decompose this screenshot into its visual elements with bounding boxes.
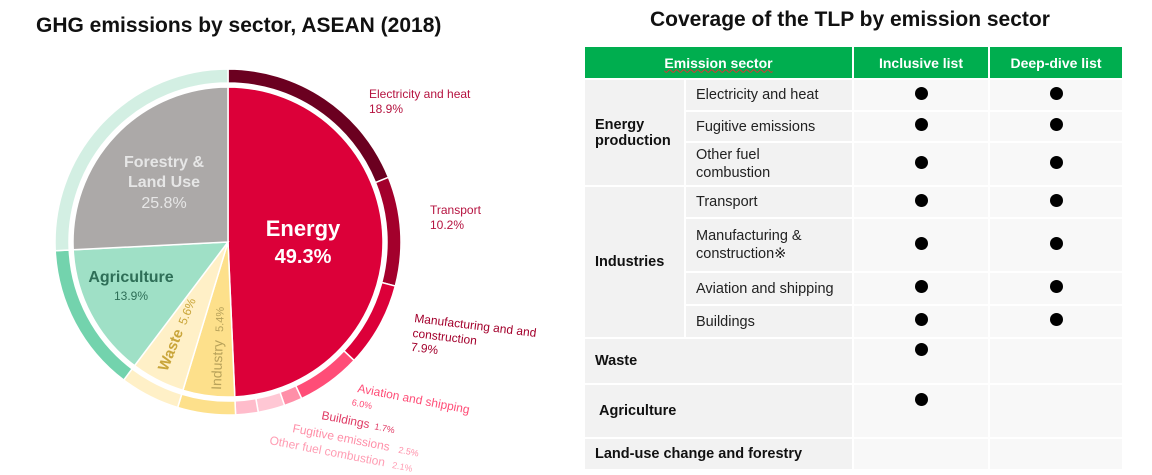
included-dot-icon: [1049, 236, 1063, 250]
inclusive-cell: [852, 110, 990, 143]
deep-dive-cell: [988, 383, 1124, 439]
pie-slice-forestry-land-use: [72, 86, 229, 251]
pie-value-forestry: 25.8%: [141, 195, 186, 212]
table-row: Fugitive emissions: [584, 110, 1124, 143]
pie-label-forestry-line1: Forestry &: [124, 154, 204, 171]
ring-value-electricity: 18.9%: [369, 102, 403, 116]
ring-segment-other-fuel-combustion: [234, 397, 260, 416]
inclusive-cell: [852, 304, 990, 339]
table-row: Energy production Electricity and heat: [583, 78, 1124, 187]
ring-label-electricity: Electricity and heat: [369, 87, 471, 101]
header-emission-sector: Emission sector: [583, 47, 854, 80]
inclusive-cell: [852, 185, 990, 219]
included-dot-icon: [914, 343, 928, 356]
deep-dive-cell: [988, 141, 1124, 187]
coverage-table: Emission sector Inclusive list Deep-dive…: [583, 47, 1124, 471]
pie-label-industry: Industry: [208, 340, 226, 390]
table-row: Manufacturing & construction※: [584, 217, 1124, 273]
included-dot-icon: [914, 86, 928, 100]
ring-segment-forestry-land-use: [54, 68, 229, 252]
inclusive-cell: [852, 141, 990, 187]
included-dot-icon: [1049, 280, 1063, 293]
ring-value-manufacturing: 7.9%: [410, 340, 439, 357]
deep-dive-cell: [988, 304, 1124, 339]
inclusive-cell: [852, 271, 990, 306]
pie-value-agriculture: 13.9%: [114, 289, 148, 303]
table-row: Other fuel combustion: [584, 141, 1124, 187]
sector-cell: Aviation and shipping: [684, 271, 854, 306]
inclusive-cell: [852, 337, 990, 385]
deep-dive-cell: [988, 78, 1124, 112]
sector-cell: Buildings: [684, 304, 854, 339]
sector-cell: Transport: [684, 185, 854, 219]
category-cell: Land-use change and forestry: [583, 437, 854, 471]
inclusive-cell: [852, 437, 990, 471]
table-header-row: Emission sector Inclusive list Deep-dive…: [583, 47, 1124, 80]
sector-cell: Fugitive emissions: [684, 110, 854, 143]
deep-dive-cell: [988, 337, 1124, 385]
included-dot-icon: [914, 313, 928, 326]
table-row: Industries Transport: [583, 185, 1124, 339]
pie-slice-agriculture: [72, 241, 230, 367]
ring-value-other-fuel: 2.1%: [391, 460, 413, 474]
sector-cell: Other fuel combustion: [684, 141, 854, 187]
included-dot-icon: [1049, 118, 1063, 131]
pie-label-industry-group: Industry 5.4%: [208, 306, 227, 390]
ring-value-buildings: 1.7%: [374, 421, 396, 435]
header-inclusive-list: Inclusive list: [852, 47, 990, 80]
pie-label-forestry-line2: Land Use: [128, 174, 200, 191]
deep-dive-cell: [988, 110, 1124, 143]
included-dot-icon: [1049, 86, 1063, 100]
category-cell: Agriculture: [583, 383, 854, 439]
inclusive-cell: [852, 217, 990, 273]
pie-label-agriculture: Agriculture: [88, 269, 173, 286]
deep-dive-cell: [988, 437, 1124, 471]
ring-value-aviation: 6.0%: [351, 397, 373, 411]
included-dot-icon: [914, 236, 928, 250]
included-dot-icon: [1049, 313, 1063, 326]
pie-value-energy: 49.3%: [275, 246, 332, 268]
ring-label-transport: Transport: [430, 203, 482, 217]
chart-title: GHG emissions by sector, ASEAN (2018): [36, 14, 442, 37]
included-dot-icon: [1049, 193, 1063, 207]
pie-label-energy: Energy: [266, 216, 341, 241]
included-dot-icon: [914, 118, 928, 131]
included-dot-icon: [914, 155, 928, 169]
sector-cell: Manufacturing & construction※: [684, 217, 854, 273]
table-row: Buildings: [584, 304, 1124, 339]
included-dot-icon: [914, 393, 928, 406]
ring-label-aviation: Aviation and shipping: [356, 381, 470, 416]
category-cell: Energy production: [583, 78, 686, 187]
included-dot-icon: [914, 280, 928, 293]
ring-segment-fugitive-emissions: [254, 391, 286, 414]
deep-dive-cell: [988, 271, 1124, 306]
inclusive-cell: [852, 383, 990, 439]
ring-value-fugitive: 2.5%: [398, 445, 420, 459]
table-row: Agriculture: [583, 383, 1124, 439]
header-deep-dive-list: Deep-dive list: [988, 47, 1124, 80]
table-title: Coverage of the TLP by emission sector: [650, 8, 1050, 31]
deep-dive-cell: [988, 217, 1124, 273]
sector-cell: Electricity and heat: [684, 78, 854, 112]
table-row: Aviation and shipping: [584, 271, 1124, 306]
included-dot-icon: [914, 193, 928, 207]
deep-dive-cell: [988, 185, 1124, 219]
ring-value-transport: 10.2%: [430, 218, 464, 232]
table-row: Land-use change and forestry: [583, 437, 1124, 471]
pie-value-industry: 5.4%: [214, 306, 227, 332]
inclusive-cell: [852, 78, 990, 112]
ghg-pie-chart: Energy 49.3% Forestry & Land Use 25.8% Agricu…: [54, 68, 537, 474]
category-cell: Industries: [583, 185, 686, 339]
pie-slice-energy: [227, 86, 384, 398]
category-cell: Waste: [583, 337, 854, 385]
table-row: Waste: [583, 337, 1124, 385]
included-dot-icon: [1049, 155, 1063, 169]
